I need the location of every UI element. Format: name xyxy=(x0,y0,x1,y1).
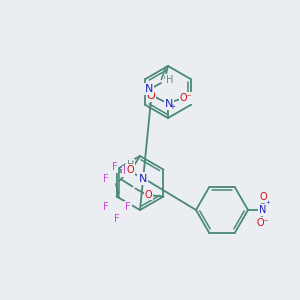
Text: O: O xyxy=(259,192,267,202)
Text: F: F xyxy=(103,175,108,184)
Text: +: + xyxy=(169,104,175,110)
Text: O⁻: O⁻ xyxy=(180,93,192,103)
Text: H: H xyxy=(127,160,134,170)
Text: H: H xyxy=(166,75,174,85)
Text: N: N xyxy=(165,99,173,109)
Text: N: N xyxy=(138,173,147,184)
Text: O: O xyxy=(126,165,134,175)
Text: N: N xyxy=(259,205,267,215)
Text: O: O xyxy=(147,91,155,101)
Text: O: O xyxy=(145,190,152,200)
Text: +: + xyxy=(266,200,270,206)
Text: F: F xyxy=(114,214,120,224)
Text: F: F xyxy=(125,202,131,212)
Text: F: F xyxy=(123,167,128,176)
Text: N: N xyxy=(145,84,153,94)
Text: O⁻: O⁻ xyxy=(256,218,269,228)
Text: F: F xyxy=(112,163,117,172)
Text: F: F xyxy=(103,202,109,212)
